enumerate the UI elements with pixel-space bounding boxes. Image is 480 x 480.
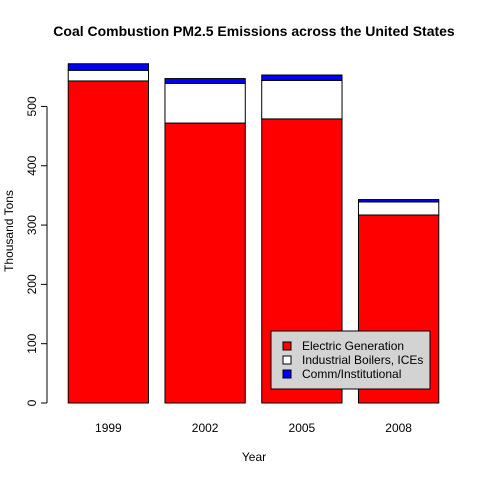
- y-tick-label: 300: [25, 215, 39, 235]
- x-axis-tick-labels: 1999 2002 2005 2008: [95, 421, 412, 435]
- legend-label: Electric Generation: [302, 339, 404, 353]
- y-tick-label: 500: [25, 96, 39, 116]
- x-tick-label: 2008: [385, 421, 412, 435]
- bar-2008-series-1: [357, 201, 440, 216]
- chart-title: Coal Combustion PM2.5 Emissions across t…: [53, 23, 455, 39]
- legend-swatch: [282, 341, 292, 351]
- x-axis-label: Year: [242, 450, 266, 464]
- legend-box: [270, 330, 431, 390]
- y-tick-label: 200: [25, 274, 39, 294]
- bar-2002-series-1: [164, 82, 246, 124]
- bar-2002-series-2: [164, 78, 246, 84]
- legend-swatch: [282, 369, 292, 379]
- bar-2005-series-1: [261, 79, 343, 120]
- y-axis-label: Thousand Tons: [2, 190, 16, 272]
- x-tick-label: 1999: [95, 421, 122, 435]
- bar-2002-series-0: [164, 122, 246, 404]
- y-tick-label: 400: [25, 155, 39, 175]
- x-tick-label: 2002: [192, 421, 219, 435]
- bar-1999-series-0: [67, 80, 150, 404]
- bar-1999-series-2: [67, 63, 150, 71]
- legend-label: Industrial Boilers, ICEs: [302, 353, 423, 367]
- x-tick-label: 2005: [289, 421, 316, 435]
- y-tick-label: 0: [25, 399, 39, 406]
- y-axis: 0 100 200 300 400 500: [25, 96, 48, 406]
- bar-2005-series-2: [261, 74, 343, 81]
- y-tick-label: 100: [25, 333, 39, 353]
- legend-label: Comm/Institutional: [302, 367, 401, 381]
- bar-2008-series-2: [357, 199, 440, 203]
- legend-swatch: [282, 355, 292, 365]
- bar-1999-series-1: [67, 69, 150, 82]
